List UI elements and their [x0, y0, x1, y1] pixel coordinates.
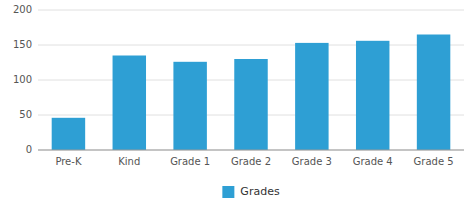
y-tick-label: 200 [13, 4, 32, 15]
bar [234, 59, 267, 150]
x-tick-label: Grade 2 [231, 156, 271, 167]
bar [173, 62, 206, 150]
chart: 0 50 100 150 200 Pre-K Kind Grade 1 Grade 2 Grade… [0, 0, 474, 208]
legend-label: Grades [240, 185, 280, 198]
grid-line [38, 45, 464, 46]
chart-container: 0 50 100 150 200 Pre-K Kind Grade 1 Grade 2 Grade… [0, 0, 474, 208]
y-tick-label: 0 [26, 144, 32, 155]
x-axis-line [38, 150, 464, 151]
x-tick-label: Grade 4 [353, 156, 393, 167]
bar [356, 41, 389, 150]
bar [52, 118, 85, 150]
x-tick-label: Grade 1 [170, 156, 210, 167]
y-tick-label: 150 [13, 39, 32, 50]
x-tick-label: Grade 3 [292, 156, 332, 167]
bars [52, 35, 451, 151]
x-tick-label: Grade 5 [414, 156, 454, 167]
grid-line [38, 10, 464, 11]
grid [38, 10, 464, 150]
legend: Grades [222, 185, 280, 198]
bar [113, 56, 146, 151]
bar [417, 35, 450, 151]
legend-swatch [222, 186, 234, 198]
x-tick-label: Pre-K [55, 156, 82, 167]
x-tick-label: Kind [118, 156, 140, 167]
grid-line [38, 150, 464, 151]
bar [295, 43, 328, 150]
y-tick-label: 100 [13, 74, 32, 85]
y-tick-label: 50 [19, 109, 32, 120]
